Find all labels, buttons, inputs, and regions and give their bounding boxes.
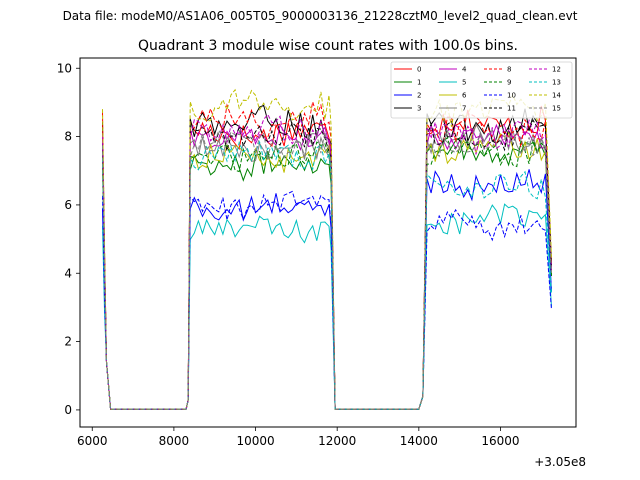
- legend-frame: [390, 61, 573, 119]
- y-tick-label: 0: [64, 403, 72, 417]
- x-tick-label: 6000: [77, 434, 108, 448]
- plot-frame: [79, 57, 577, 428]
- legend-label-11: 11: [507, 105, 516, 113]
- chart-title: Quadrant 3 module wise count rates with …: [138, 38, 518, 54]
- legend-label-2: 2: [417, 92, 421, 100]
- legend-label-0: 0: [417, 66, 421, 74]
- x-offset-label: +3.05e8: [534, 455, 586, 469]
- legend-label-1: 1: [417, 79, 421, 87]
- y-tick-label: 4: [64, 266, 72, 280]
- y-axis: 0 2 4 6 8 10: [57, 61, 80, 417]
- legend-label-7: 7: [462, 105, 466, 113]
- legend-label-13: 13: [552, 79, 561, 87]
- x-tick-label: 12000: [318, 434, 356, 448]
- suptitle: Data file: modeM0/AS1A06_005T05_90000031…: [63, 9, 578, 23]
- x-tick-label: 10000: [236, 434, 274, 448]
- x-tick-label: 14000: [400, 434, 438, 448]
- legend-label-4: 4: [462, 66, 467, 74]
- legend-label-10: 10: [507, 92, 516, 100]
- legend-label-5: 5: [462, 79, 466, 87]
- legend-label-3: 3: [417, 105, 421, 113]
- x-axis: 6000 8000 10000 12000 14000 16000: [77, 427, 520, 448]
- series-line-15: [102, 129, 552, 410]
- legend-label-8: 8: [507, 66, 511, 74]
- series-line-11: [102, 119, 552, 410]
- x-tick-label: 8000: [159, 434, 190, 448]
- legend-label-6: 6: [462, 92, 467, 100]
- y-tick-label: 10: [57, 61, 72, 75]
- y-tick-label: 2: [64, 335, 72, 349]
- legend-label-9: 9: [507, 79, 511, 87]
- y-tick-label: 8: [64, 130, 72, 144]
- x-tick-label: 16000: [481, 434, 519, 448]
- legend-label-12: 12: [552, 66, 561, 74]
- legend-label-15: 15: [552, 105, 561, 113]
- legend-label-14: 14: [552, 92, 561, 100]
- y-tick-label: 6: [64, 198, 72, 212]
